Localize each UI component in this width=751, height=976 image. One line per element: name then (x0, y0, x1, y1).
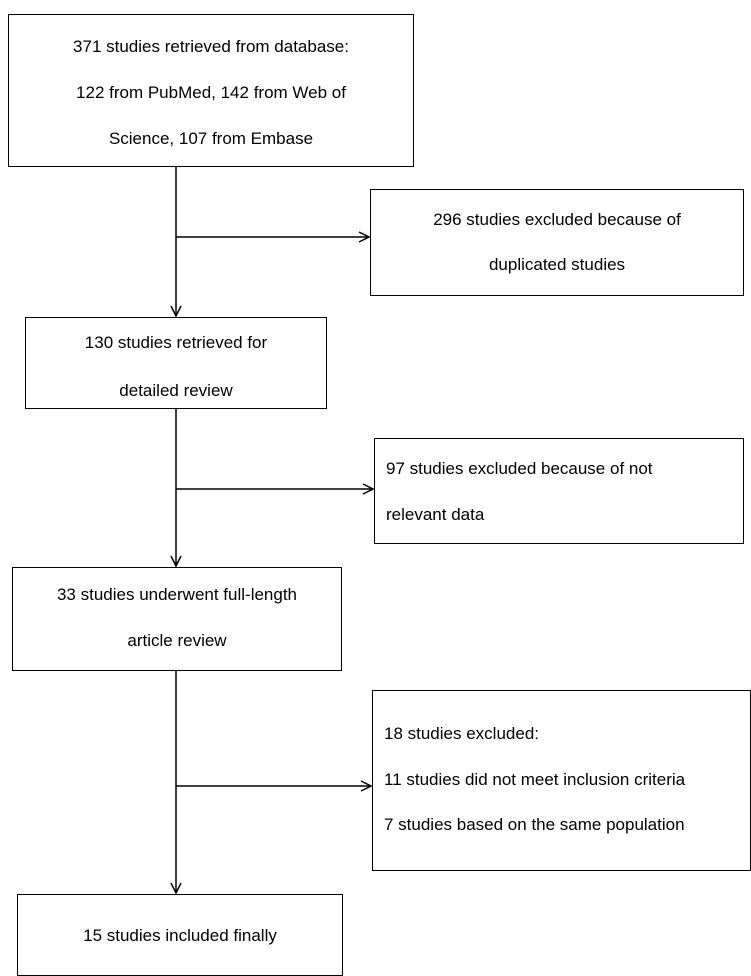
detailed-review-line-1: 130 studies retrieved for (84, 333, 268, 352)
excluded-not-relevant-line-2: relevant data (386, 505, 485, 524)
detailed-review-box: 130 studies retrieved for detailed revie… (25, 317, 327, 409)
included-box: 15 studies included finally (17, 894, 343, 976)
identified-line-2: 122 from PubMed, 142 from Web of (76, 83, 346, 102)
excluded-full-text-line-3: 7 studies based on the same population (384, 815, 685, 834)
excluded-full-text-box: 18 studies excluded: 11 studies did not … (372, 690, 751, 871)
full-length-review-line-1: 33 studies underwent full-length (56, 585, 298, 604)
full-length-review-line-2: article review (127, 631, 227, 650)
identified-line-3: Science, 107 from Embase (108, 129, 314, 148)
excluded-full-text-line-1: 18 studies excluded: (384, 724, 539, 743)
excluded-duplicates-box: 296 studies excluded because of duplicat… (370, 189, 744, 296)
full-length-review-box: 33 studies underwent full-length article… (12, 567, 342, 671)
excluded-not-relevant-line-1: 97 studies excluded because of not (386, 459, 653, 478)
excluded-duplicates-line-1: 296 studies excluded because of (433, 210, 681, 229)
detailed-review-line-2: detailed review (119, 381, 233, 400)
identified-line-1: 371 studies retrieved from database: (73, 37, 349, 56)
included-line-1: 15 studies included finally (83, 926, 277, 945)
excluded-not-relevant-box: 97 studies excluded because of not relev… (374, 438, 744, 544)
excluded-full-text-line-2: 11 studies did not meet inclusion criter… (384, 770, 686, 789)
identified-box: 371 studies retrieved from database: 122… (8, 14, 414, 167)
excluded-duplicates-line-2: duplicated studies (488, 255, 626, 274)
